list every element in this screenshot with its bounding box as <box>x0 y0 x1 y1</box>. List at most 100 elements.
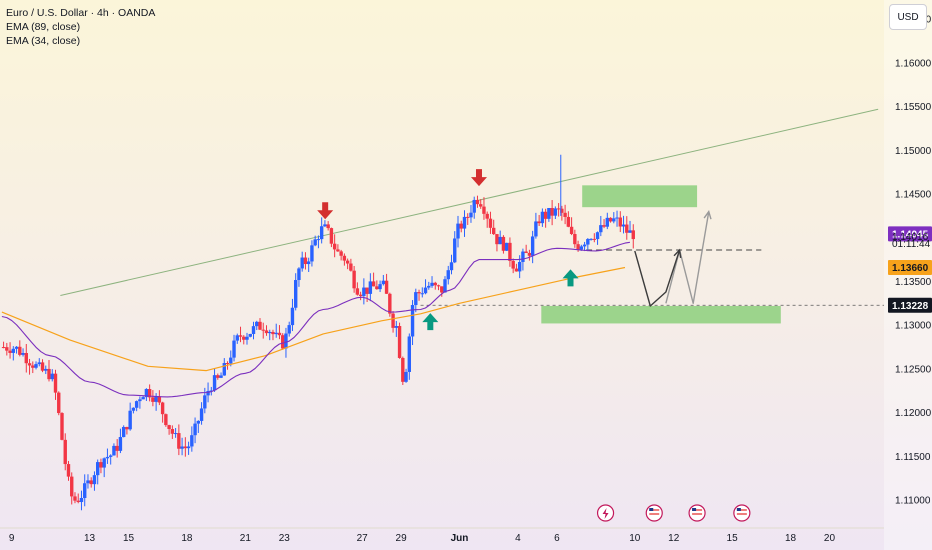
candle-body <box>621 224 626 227</box>
candle-body <box>371 281 376 287</box>
ema34-line <box>1 241 630 398</box>
symbol-title[interactable]: Euro / U.S. Dollar · 4h · OANDA <box>6 7 156 19</box>
level-price-tag: 1.13228 <box>892 301 929 312</box>
x-tick-label: 6 <box>554 533 560 544</box>
candle-body <box>501 236 506 251</box>
bullish-arrow-marker <box>422 313 439 331</box>
candles <box>1 195 635 511</box>
candle-body <box>177 433 181 449</box>
candle-body <box>527 252 532 256</box>
candle-body <box>466 216 470 218</box>
x-tick-label: 15 <box>727 533 739 544</box>
candle-body <box>615 217 619 219</box>
candle-body <box>73 496 77 501</box>
candle-body <box>440 286 444 293</box>
candle-body <box>24 353 28 364</box>
currency-selector[interactable]: USD <box>889 4 927 30</box>
candle-body <box>128 410 132 430</box>
candle-body <box>232 340 236 358</box>
candle-body <box>329 228 334 244</box>
candle-body <box>167 425 171 430</box>
candle-body <box>560 208 564 213</box>
candle-body <box>14 346 19 349</box>
candle-body <box>495 234 499 245</box>
candle-body <box>423 287 428 294</box>
ema-price-tag-bg <box>888 259 932 275</box>
candle-body <box>60 413 64 440</box>
candle-body <box>112 445 116 456</box>
x-tick-label: 15 <box>123 533 135 544</box>
candle-body <box>251 326 256 335</box>
bullish-arrow-marker <box>562 269 579 287</box>
candle-body <box>242 336 246 340</box>
candle-body <box>485 213 489 219</box>
candle-body <box>258 321 262 330</box>
x-tick-label: 21 <box>240 533 252 544</box>
candle-body <box>138 399 142 402</box>
candle-body <box>384 280 389 294</box>
candle-body <box>355 288 360 295</box>
candle-body <box>608 217 613 222</box>
candle-body <box>582 244 587 247</box>
candle-body <box>404 371 408 382</box>
candle-body <box>472 199 476 213</box>
candle-body <box>57 392 61 414</box>
candle-body <box>388 293 392 314</box>
candle-body <box>530 236 535 256</box>
candle-body <box>83 483 87 498</box>
candle-body <box>203 395 207 409</box>
x-tick-label: 4 <box>515 533 521 544</box>
x-tick-label: 9 <box>9 533 15 544</box>
candle-body <box>628 230 632 233</box>
candle-body <box>375 286 379 290</box>
x-tick-label: 18 <box>181 533 193 544</box>
candle-body <box>339 251 343 256</box>
projection-path-dark <box>634 249 681 307</box>
flag-canton <box>649 508 654 511</box>
candle-body <box>154 396 158 402</box>
candle-body <box>391 313 395 328</box>
candle-body <box>115 445 119 451</box>
candle-body <box>79 497 84 503</box>
ema34-legend[interactable]: EMA (34, close) <box>6 35 81 47</box>
candle-body <box>514 268 519 272</box>
candle-body <box>469 212 473 218</box>
candle-body <box>190 435 194 447</box>
projection-path-light <box>665 211 710 304</box>
candle-body <box>521 251 525 262</box>
candle-body <box>173 433 178 435</box>
candle-body <box>362 287 366 296</box>
candle-body <box>293 280 298 308</box>
x-tick-label: 29 <box>396 533 408 544</box>
candle-body <box>268 331 272 334</box>
candle-body <box>118 437 123 451</box>
x-tick-label: 13 <box>84 533 96 544</box>
candle-body <box>70 476 74 497</box>
candle-body <box>579 246 584 250</box>
candle-body <box>225 363 230 365</box>
candle-body <box>274 332 278 335</box>
ema89-legend[interactable]: EMA (89, close) <box>6 21 81 33</box>
candle-body <box>547 208 551 219</box>
candle-body <box>125 426 129 430</box>
candle-body <box>401 357 405 382</box>
bearish-arrow-marker <box>470 169 487 187</box>
candle-body <box>479 204 483 207</box>
candle-body <box>212 375 217 391</box>
chart-legend: Euro / U.S. Dollar · 4h · OANDA EMA (89,… <box>6 6 155 48</box>
x-tick-label: 10 <box>629 533 641 544</box>
candle-body <box>352 270 356 289</box>
candle-body <box>410 305 415 337</box>
candle-body <box>491 227 496 235</box>
candle-body <box>164 414 168 426</box>
candle-body <box>342 255 347 261</box>
candle-body <box>102 458 106 468</box>
candle-body <box>105 456 110 459</box>
candle-body <box>556 208 561 210</box>
candle-body <box>209 390 214 392</box>
candle-body <box>394 326 399 328</box>
candle-body <box>183 446 188 449</box>
candle-body <box>99 462 103 468</box>
